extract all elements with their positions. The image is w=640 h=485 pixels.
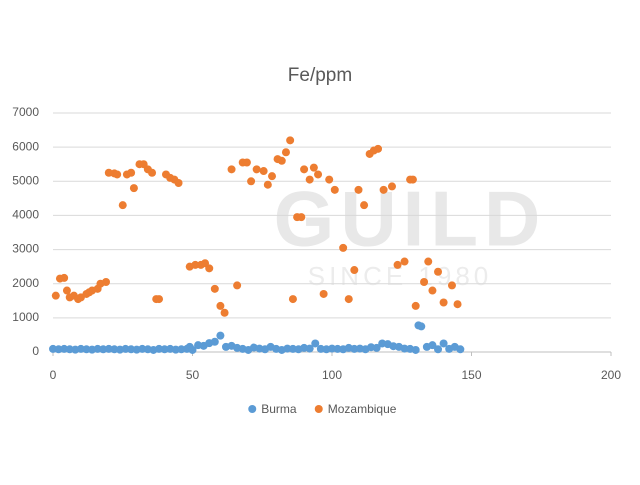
x-tick-label: 150 (461, 368, 481, 382)
point (259, 167, 268, 176)
point (148, 168, 157, 177)
legend-marker (314, 405, 323, 413)
point (216, 331, 225, 340)
point (428, 286, 437, 295)
point (379, 185, 388, 194)
point (113, 170, 122, 179)
point (428, 341, 437, 350)
point (242, 158, 251, 167)
point (344, 295, 353, 304)
point (277, 156, 286, 165)
point (297, 213, 306, 222)
point (210, 284, 219, 293)
point (118, 201, 127, 210)
y-tick-label: 4000 (12, 208, 39, 222)
point (424, 257, 433, 266)
point (434, 345, 443, 354)
point (155, 295, 164, 304)
point (174, 178, 183, 187)
point (350, 266, 359, 275)
point (60, 273, 69, 282)
point (191, 260, 200, 269)
point (393, 260, 402, 269)
point (62, 286, 71, 295)
point (300, 165, 309, 174)
point (387, 182, 396, 191)
point (227, 165, 236, 174)
point (127, 168, 136, 177)
point (305, 344, 314, 353)
point (434, 267, 443, 276)
point (205, 264, 214, 273)
legend-marker (248, 405, 257, 413)
point (439, 339, 448, 348)
point (252, 165, 261, 174)
point (247, 177, 256, 186)
y-tick-label: 6000 (12, 139, 39, 153)
y-tick-label: 3000 (12, 242, 39, 256)
x-tick-label: 100 (322, 368, 342, 382)
point (330, 185, 339, 194)
y-tick-label: 0 (32, 344, 39, 358)
point (456, 345, 465, 354)
point (453, 300, 462, 309)
point (210, 337, 219, 346)
point (417, 322, 426, 331)
point (339, 243, 348, 252)
y-tick-label: 1000 (12, 310, 39, 324)
point (233, 281, 242, 290)
point (309, 163, 318, 172)
point (305, 175, 314, 184)
point (325, 175, 334, 184)
point (354, 185, 363, 194)
point (408, 175, 417, 184)
x-tick-label: 200 (601, 368, 621, 382)
point (360, 201, 369, 210)
x-tick-label: 50 (186, 368, 200, 382)
legend-label: Mozambique (328, 402, 397, 416)
point (286, 136, 295, 145)
point (268, 172, 277, 181)
point (374, 144, 383, 153)
point (447, 281, 456, 290)
point (439, 298, 448, 307)
point (216, 301, 225, 310)
point (288, 295, 297, 304)
point (400, 257, 409, 266)
point (319, 289, 328, 298)
y-tick-label: 2000 (12, 276, 39, 290)
point (188, 345, 197, 354)
watermark: GUILD (274, 175, 547, 263)
y-tick-label: 7000 (12, 105, 39, 119)
point (51, 291, 60, 300)
legend-label: Burma (261, 402, 297, 416)
point (411, 301, 420, 310)
point (411, 345, 420, 354)
point (102, 278, 111, 287)
point (263, 180, 272, 189)
point (311, 339, 320, 348)
y-tick-label: 5000 (12, 173, 39, 187)
point (372, 343, 381, 352)
point (129, 184, 138, 193)
x-tick-label: 0 (50, 368, 57, 382)
chart-title: Fe/ppm (288, 65, 352, 86)
point (314, 170, 323, 179)
point (281, 148, 290, 157)
point (420, 278, 429, 287)
point (220, 308, 229, 317)
